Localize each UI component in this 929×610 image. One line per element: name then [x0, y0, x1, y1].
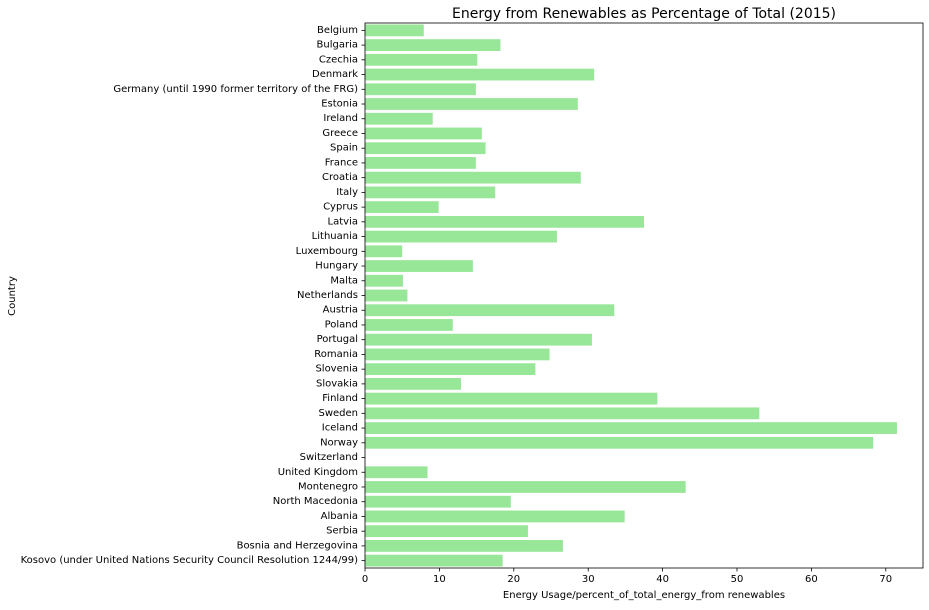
y-tick-label-26: Sweden	[318, 408, 358, 419]
bar-24	[365, 377, 461, 390]
bar-33	[365, 510, 625, 523]
bar-17	[365, 274, 403, 287]
x-tick-label-0: 0	[362, 574, 368, 585]
bar-13	[365, 215, 644, 228]
y-tick-label-25: Finland	[322, 393, 358, 404]
y-axis-label: Country	[7, 276, 18, 316]
x-tick-label-2: 20	[507, 574, 520, 585]
bar-15	[365, 245, 403, 258]
y-tick-label-7: Greece	[322, 128, 358, 139]
bar-1	[365, 39, 501, 51]
bar-27	[365, 422, 897, 434]
chart-title: Energy from Renewables as Percentage of …	[452, 6, 836, 22]
y-tick-label-22: Romania	[314, 349, 358, 360]
plot-frame	[364, 22, 924, 569]
bar-32	[365, 495, 511, 508]
x-axis-label: Energy Usage/percent_of_total_energy_fro…	[503, 590, 785, 601]
y-tick-label-11: Italy	[336, 187, 358, 198]
x-tick-label-4: 40	[656, 574, 669, 585]
y-tick-label-6: Ireland	[323, 113, 358, 124]
bar-11	[365, 186, 496, 199]
y-tick-label-28: Norway	[320, 437, 358, 448]
bar-12	[365, 201, 439, 214]
y-tick-label-32: North Macedonia	[273, 496, 358, 507]
y-tick-label-16: Hungary	[315, 261, 358, 272]
x-tick-label-1: 10	[433, 574, 446, 585]
x-tick-label-6: 60	[805, 574, 818, 585]
bar-25	[365, 392, 658, 405]
y-tick-label-29: Switzerland	[300, 452, 358, 463]
y-tick-label-4: Germany (until 1990 former territory of …	[113, 84, 358, 95]
bar-36	[365, 554, 503, 567]
bar-18	[365, 289, 408, 302]
y-tick-label-5: Estonia	[321, 99, 358, 110]
y-tick-label-13: Latvia	[328, 216, 358, 227]
bar-21	[365, 333, 592, 346]
bar-5	[365, 98, 578, 110]
y-tick-label-19: Austria	[323, 305, 358, 316]
y-tick-label-3: Denmark	[312, 69, 358, 80]
bars-group	[365, 24, 897, 567]
bar-4	[365, 83, 476, 96]
bar-0	[365, 24, 424, 37]
x-tick-label-5: 50	[731, 574, 744, 585]
bar-14	[365, 230, 557, 243]
bar-20	[365, 319, 453, 331]
y-tick-label-12: Cyprus	[323, 202, 358, 213]
bar-31	[365, 481, 686, 493]
bar-30	[365, 466, 428, 479]
y-tick-label-30: United Kingdom	[278, 467, 358, 478]
x-tick-label-7: 70	[879, 574, 892, 585]
bar-6	[365, 112, 433, 125]
y-tick-label-24: Slovakia	[316, 378, 358, 389]
bar-34	[365, 525, 528, 538]
y-tick-label-27: Iceland	[322, 423, 358, 434]
bar-35	[365, 540, 563, 552]
y-tick-label-31: Montenegro	[298, 481, 358, 492]
y-tick-label-8: Spain	[330, 143, 358, 154]
bar-16	[365, 260, 473, 272]
x-ticks: 0 10 20 30 40 50 60 70	[362, 568, 892, 585]
bar-2	[365, 53, 478, 66]
y-ticks: Belgium Bulgaria Czechia Denmark Germany (un…	[21, 25, 365, 566]
bar-3	[365, 68, 595, 81]
y-tick-label-36: Kosovo (under United Nations Security Co…	[21, 555, 359, 566]
y-tick-label-0: Belgium	[317, 25, 358, 36]
bar-7	[365, 127, 482, 140]
bar-22	[365, 348, 550, 361]
bar-23	[365, 363, 536, 376]
y-tick-label-23: Slovenia	[315, 364, 358, 375]
y-tick-label-14: Lithuania	[312, 231, 358, 242]
y-tick-label-34: Serbia	[326, 526, 358, 537]
y-tick-label-33: Albania	[321, 511, 358, 522]
y-tick-label-17: Malta	[330, 275, 358, 286]
bar-19	[365, 304, 615, 317]
bar-28	[365, 436, 874, 449]
bar-10	[365, 171, 581, 184]
y-tick-label-35: Bosnia and Herzegovina	[237, 540, 358, 551]
y-tick-label-10: Croatia	[322, 172, 358, 183]
bar-8	[365, 142, 486, 155]
bar-26	[365, 407, 760, 420]
y-tick-label-20: Poland	[325, 319, 358, 330]
y-tick-label-18: Netherlands	[297, 290, 358, 301]
x-tick-label-3: 30	[582, 574, 595, 585]
y-tick-label-9: France	[325, 157, 358, 168]
y-tick-label-21: Portugal	[317, 334, 358, 345]
y-tick-label-2: Czechia	[319, 54, 358, 65]
y-tick-label-15: Luxembourg	[296, 246, 358, 257]
y-tick-label-1: Bulgaria	[317, 40, 358, 51]
bar-9	[365, 157, 476, 169]
